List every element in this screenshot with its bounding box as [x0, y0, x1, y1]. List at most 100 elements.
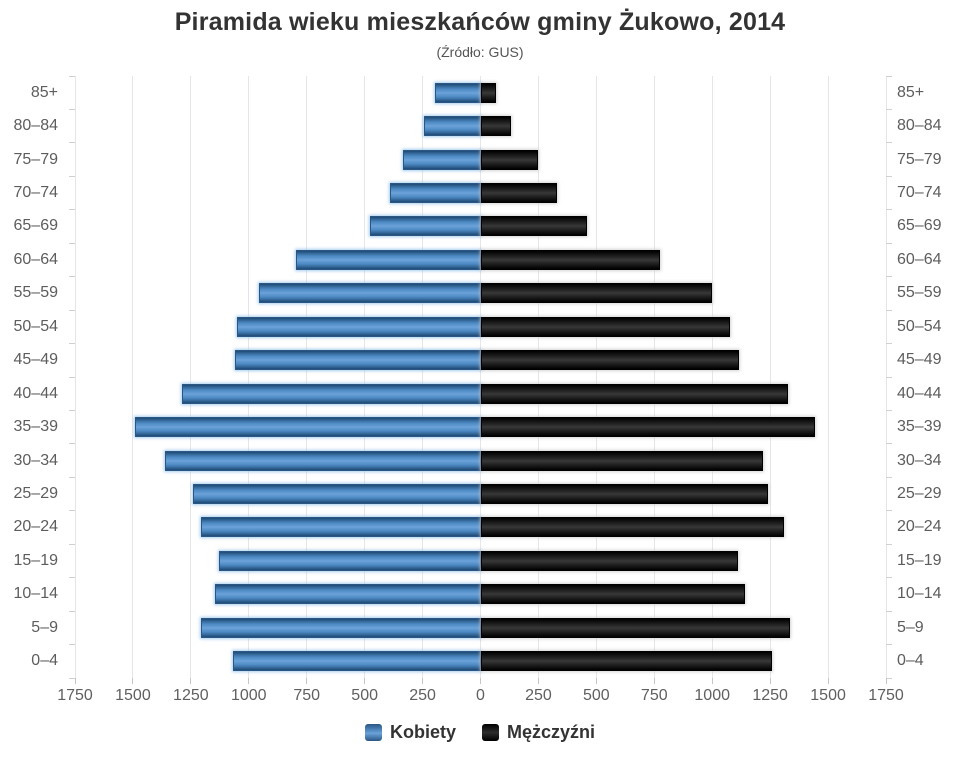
female-bar[interactable]	[370, 216, 481, 237]
gridline	[74, 76, 76, 678]
male-bar[interactable]	[480, 550, 738, 571]
male-bar[interactable]	[480, 82, 496, 103]
y-axis-tick	[69, 610, 75, 612]
male-half	[480, 377, 887, 410]
male-bar[interactable]	[480, 517, 785, 538]
y-axis-label: 40–44	[897, 384, 942, 402]
male-bar[interactable]	[480, 183, 557, 204]
y-axis-tick	[886, 209, 892, 211]
y-axis-tick	[886, 309, 892, 311]
female-bar[interactable]	[259, 283, 481, 304]
y-axis-label: 85+	[897, 83, 925, 101]
y-axis-tick	[69, 142, 75, 144]
age-row	[75, 444, 886, 477]
y-axis-label: 70–74	[897, 184, 942, 202]
male-bar[interactable]	[480, 483, 768, 504]
female-bar[interactable]	[232, 651, 481, 672]
y-axis-tick	[69, 108, 75, 110]
x-axis-tick	[595, 678, 597, 684]
female-bar[interactable]	[201, 617, 481, 638]
female-bar[interactable]	[234, 350, 481, 371]
female-bar[interactable]	[215, 584, 481, 605]
age-row	[75, 277, 886, 310]
legend-swatch	[364, 724, 382, 741]
y-axis-tick	[886, 677, 892, 679]
female-bar[interactable]	[201, 517, 481, 538]
gridline	[364, 76, 366, 678]
x-axis-tick-label: 1750	[868, 687, 904, 704]
chart-title: Piramida wieku mieszkańców gminy Żukowo,…	[174, 8, 786, 36]
female-bar[interactable]	[296, 249, 481, 270]
female-half	[75, 477, 481, 510]
gridline	[537, 76, 539, 678]
female-half	[75, 544, 481, 577]
female-bar[interactable]	[181, 383, 481, 404]
y-axis-label: 55–59	[897, 284, 942, 302]
legend-item-mezczyzni[interactable]: Mężczyźni	[481, 722, 595, 743]
y-axis-label: 60–64	[897, 250, 942, 268]
x-axis-tick-label: 750	[640, 687, 668, 704]
y-axis-label: 75–79	[13, 150, 59, 168]
age-row	[75, 109, 886, 142]
male-bar[interactable]	[480, 149, 539, 170]
male-half	[480, 109, 887, 142]
male-bar[interactable]	[480, 383, 788, 404]
female-bar[interactable]	[218, 550, 481, 571]
y-axis-tick	[69, 677, 75, 679]
x-axis-tick	[711, 678, 713, 684]
male-half	[480, 176, 887, 209]
male-bar[interactable]	[480, 316, 730, 337]
y-axis-tick	[69, 376, 75, 378]
y-axis-label: 5–9	[897, 618, 924, 636]
y-axis-tick	[886, 510, 892, 512]
y-axis-tick	[69, 276, 75, 278]
x-axis-tick-label: 250	[409, 687, 436, 704]
male-bar[interactable]	[480, 584, 745, 605]
female-bar[interactable]	[165, 450, 481, 471]
male-bar[interactable]	[480, 116, 511, 137]
female-bar[interactable]	[193, 483, 481, 504]
male-bar[interactable]	[480, 350, 739, 371]
bar-rows	[75, 76, 886, 678]
female-bar[interactable]	[237, 316, 481, 337]
gridline	[132, 76, 134, 678]
male-half	[480, 344, 887, 377]
y-axis-label: 0–4	[897, 652, 924, 670]
male-half	[480, 277, 887, 310]
y-axis-tick	[886, 343, 892, 345]
male-bar[interactable]	[480, 450, 764, 471]
female-half	[75, 410, 481, 443]
male-bar[interactable]	[480, 651, 773, 672]
age-row	[75, 176, 886, 209]
female-bar[interactable]	[435, 82, 481, 103]
female-half	[75, 578, 481, 611]
age-row	[75, 344, 886, 377]
female-bar[interactable]	[402, 149, 481, 170]
male-bar[interactable]	[480, 417, 816, 438]
male-half	[480, 76, 887, 109]
female-bar[interactable]	[423, 116, 481, 137]
male-bar[interactable]	[480, 283, 713, 304]
x-axis-tick-label: 250	[525, 687, 552, 704]
y-axis-tick	[69, 577, 75, 579]
y-axis-labels-left: 85+ 80–84 75–79 70–74 65–69 60–64 55–59 50–54 45…	[0, 76, 59, 678]
male-bar[interactable]	[480, 617, 790, 638]
male-half	[480, 544, 887, 577]
x-axis-tick-label: 0	[476, 687, 485, 704]
x-axis-tick	[885, 678, 887, 684]
male-half	[480, 410, 887, 443]
y-axis-label: 25–29	[13, 484, 59, 502]
y-axis-tick	[69, 476, 75, 478]
legend-item-kobiety[interactable]: Kobiety	[364, 722, 456, 743]
x-axis-tick-label: 1750	[57, 687, 93, 704]
y-axis-label: 80–84	[897, 117, 942, 135]
y-axis-label: 10–14	[13, 585, 59, 603]
male-bar[interactable]	[480, 216, 588, 237]
female-bar[interactable]	[390, 183, 481, 204]
male-bar[interactable]	[480, 249, 661, 270]
x-axis-tick	[422, 678, 424, 684]
plot-area	[74, 76, 887, 678]
female-half	[75, 310, 481, 343]
legend: Kobiety Mężczyźni	[0, 722, 960, 743]
female-bar[interactable]	[135, 417, 481, 438]
